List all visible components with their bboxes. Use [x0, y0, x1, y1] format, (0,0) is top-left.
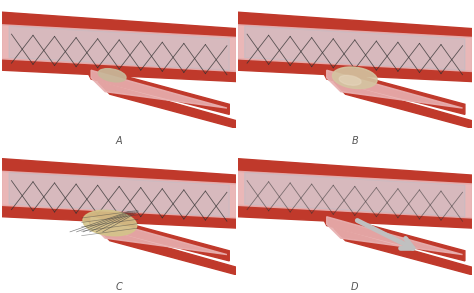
Text: A: A — [116, 136, 122, 146]
Polygon shape — [237, 159, 472, 184]
Polygon shape — [9, 26, 229, 70]
Text: D: D — [351, 282, 358, 292]
Polygon shape — [2, 205, 237, 228]
Polygon shape — [98, 81, 237, 128]
Polygon shape — [2, 159, 237, 184]
Polygon shape — [98, 228, 237, 275]
Polygon shape — [84, 65, 229, 114]
Polygon shape — [237, 205, 472, 228]
Text: B: B — [351, 136, 358, 146]
Polygon shape — [91, 217, 227, 255]
Polygon shape — [327, 70, 463, 108]
Ellipse shape — [339, 75, 361, 85]
Ellipse shape — [332, 67, 377, 88]
Polygon shape — [2, 12, 237, 38]
Polygon shape — [237, 59, 472, 81]
Polygon shape — [245, 173, 465, 217]
Polygon shape — [334, 81, 472, 128]
Polygon shape — [237, 25, 472, 71]
Polygon shape — [2, 59, 237, 81]
Polygon shape — [334, 228, 472, 275]
Polygon shape — [319, 65, 465, 114]
Polygon shape — [91, 70, 227, 108]
Polygon shape — [2, 171, 237, 218]
Polygon shape — [319, 212, 465, 261]
Polygon shape — [237, 12, 472, 38]
Polygon shape — [237, 171, 472, 218]
Polygon shape — [9, 173, 229, 217]
Polygon shape — [327, 217, 463, 255]
Ellipse shape — [98, 69, 126, 82]
Polygon shape — [84, 212, 229, 261]
Polygon shape — [2, 25, 237, 71]
Ellipse shape — [83, 210, 137, 236]
Text: C: C — [116, 282, 123, 292]
Polygon shape — [245, 26, 465, 70]
